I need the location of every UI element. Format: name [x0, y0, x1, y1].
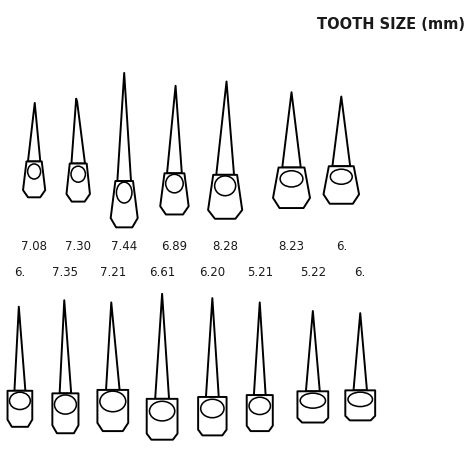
Polygon shape [52, 393, 79, 433]
Text: 5.22: 5.22 [300, 266, 326, 279]
Polygon shape [332, 97, 350, 166]
Text: 8.28: 8.28 [212, 240, 238, 253]
Polygon shape [8, 391, 32, 427]
Text: 6.: 6. [355, 266, 366, 279]
Polygon shape [354, 313, 367, 391]
Text: TOOTH SIZE (mm): TOOTH SIZE (mm) [317, 17, 465, 32]
Polygon shape [72, 99, 85, 164]
Polygon shape [273, 167, 310, 208]
Polygon shape [198, 397, 227, 436]
Polygon shape [254, 302, 265, 395]
Text: 7.44: 7.44 [111, 240, 137, 253]
Polygon shape [160, 173, 189, 214]
Polygon shape [23, 162, 45, 197]
Text: 6.20: 6.20 [199, 266, 226, 279]
Text: 7.21: 7.21 [100, 266, 126, 279]
Text: 6.: 6. [14, 266, 26, 279]
Text: 6.: 6. [336, 240, 347, 253]
Text: 7.08: 7.08 [21, 240, 47, 253]
Polygon shape [118, 73, 131, 181]
Polygon shape [282, 92, 301, 167]
Text: 5.21: 5.21 [246, 266, 273, 279]
Polygon shape [247, 395, 273, 431]
Polygon shape [28, 103, 40, 162]
Polygon shape [208, 175, 242, 219]
Polygon shape [155, 294, 169, 399]
Polygon shape [98, 390, 128, 431]
Polygon shape [66, 164, 90, 201]
Polygon shape [345, 391, 375, 420]
Polygon shape [106, 302, 119, 390]
Polygon shape [306, 311, 320, 392]
Polygon shape [298, 392, 328, 422]
Polygon shape [206, 298, 219, 397]
Polygon shape [147, 399, 178, 440]
Text: 6.89: 6.89 [161, 240, 188, 253]
Polygon shape [60, 300, 71, 393]
Polygon shape [14, 307, 26, 391]
Text: 8.23: 8.23 [279, 240, 304, 253]
Polygon shape [167, 86, 182, 173]
Polygon shape [110, 181, 137, 228]
Text: 6.61: 6.61 [149, 266, 175, 279]
Polygon shape [323, 166, 359, 204]
Polygon shape [216, 82, 234, 175]
Text: 7.35: 7.35 [53, 266, 78, 279]
Text: 7.30: 7.30 [65, 240, 91, 253]
